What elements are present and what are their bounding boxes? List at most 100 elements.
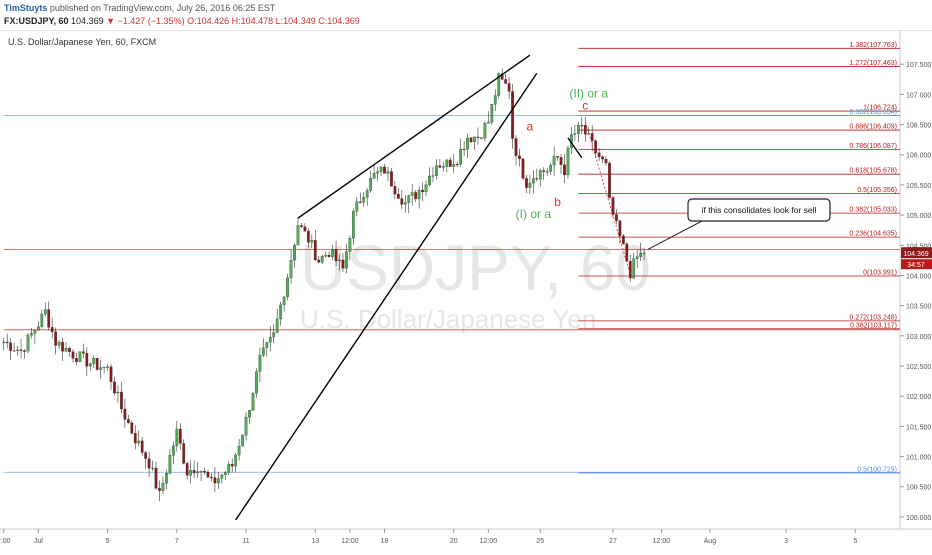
candle-body bbox=[23, 350, 26, 352]
candle-body bbox=[625, 243, 629, 262]
candle-body bbox=[137, 440, 141, 444]
candle-body bbox=[594, 140, 598, 153]
candle-body bbox=[133, 433, 137, 444]
candle-body bbox=[296, 225, 300, 246]
candle-body bbox=[185, 463, 189, 476]
date-tick-label: 20 bbox=[450, 538, 458, 545]
candle-body bbox=[54, 331, 58, 346]
candle-body bbox=[476, 136, 480, 138]
trend-line bbox=[235, 72, 538, 521]
candle-body bbox=[230, 463, 234, 467]
candle-body bbox=[99, 367, 103, 370]
current-price-tag bbox=[901, 247, 932, 259]
candle-body bbox=[628, 261, 632, 279]
wave-label: a bbox=[527, 120, 534, 134]
candle-body bbox=[417, 189, 421, 199]
candle-body bbox=[327, 254, 331, 257]
candle-body bbox=[189, 470, 193, 476]
candle-body bbox=[462, 148, 466, 151]
fib-level-label: 1(106.724) bbox=[863, 105, 897, 112]
candle-body bbox=[81, 351, 85, 354]
candle-body bbox=[126, 419, 130, 423]
candle-body bbox=[486, 122, 490, 124]
candle-body bbox=[379, 166, 383, 172]
candle-body bbox=[26, 334, 30, 352]
candle-body bbox=[140, 440, 144, 453]
candle-body bbox=[144, 452, 148, 459]
price-tick-label: 107.500 bbox=[906, 62, 931, 69]
candle-body bbox=[538, 170, 542, 180]
candle-body bbox=[421, 189, 424, 193]
publish-info: published on TradingView.com, July 26, 2… bbox=[49, 3, 276, 13]
candle-body bbox=[279, 304, 283, 320]
candle-body bbox=[78, 351, 82, 362]
candle-body bbox=[424, 184, 428, 193]
candle-body bbox=[33, 330, 37, 334]
candle-body bbox=[2, 341, 6, 343]
price-tick-label: 100.500 bbox=[906, 485, 931, 492]
candle-body bbox=[414, 192, 418, 199]
price-tick-label: 107.000 bbox=[906, 92, 931, 99]
candle-body bbox=[303, 226, 307, 232]
ohlc-line: FX:USDJPY, 60 104.369 ▼ −1.427 (−1.35%) … bbox=[4, 16, 360, 26]
price-chart[interactable]: USDJPY, 60U.S. Dollar/Japanese Yen 100.00… bbox=[0, 31, 932, 550]
candle-body bbox=[268, 336, 272, 343]
candle-body bbox=[182, 443, 186, 464]
trend-line bbox=[297, 54, 531, 219]
candle-body bbox=[310, 240, 314, 243]
candle-body bbox=[383, 166, 386, 174]
price-tick-label: 102.000 bbox=[906, 394, 931, 401]
candle-body bbox=[403, 202, 407, 205]
candle-body bbox=[611, 197, 615, 215]
candle-body bbox=[5, 341, 9, 344]
callout-text: if this consolidates look for sell bbox=[702, 205, 817, 215]
candle-body bbox=[158, 488, 161, 491]
fib-level-label: 0.236(104.635) bbox=[850, 231, 897, 238]
price-tick-label: 103.500 bbox=[906, 304, 931, 311]
price-tick-label: 104.000 bbox=[906, 273, 931, 280]
price-tick-label: 104.500 bbox=[906, 243, 931, 250]
candle-body bbox=[372, 173, 376, 179]
author-link[interactable]: TimStuyts bbox=[4, 3, 48, 13]
date-tick-label: 12:00 bbox=[653, 538, 671, 545]
candle-body bbox=[435, 165, 438, 176]
fib-level-label: 0.618(105.678) bbox=[850, 168, 897, 175]
candle-body bbox=[161, 482, 165, 491]
price-tick-label: 106.500 bbox=[906, 123, 931, 130]
candle-body bbox=[43, 309, 47, 315]
candle-body bbox=[549, 165, 553, 172]
candle-body bbox=[324, 254, 328, 257]
chart-area[interactable]: USDJPY, 60 U.S. Dollar/Japanese Yen 100.00… bbox=[0, 31, 932, 550]
candle-body bbox=[234, 454, 238, 467]
candle-body bbox=[261, 347, 265, 356]
candle-body bbox=[9, 342, 13, 351]
candle-body bbox=[64, 348, 68, 352]
candle-body bbox=[386, 171, 390, 174]
candle-body bbox=[441, 166, 445, 168]
date-tick-label: 7 bbox=[175, 538, 179, 545]
candle-body bbox=[220, 474, 224, 479]
candle-body bbox=[490, 104, 494, 123]
candle-body bbox=[552, 156, 556, 166]
candle-body bbox=[227, 463, 231, 473]
candle-body bbox=[116, 391, 120, 394]
candle-body bbox=[102, 367, 106, 369]
candle-body bbox=[469, 137, 473, 142]
candle-body bbox=[165, 472, 168, 484]
chart-title: U.S. Dollar/Japanese Yen, 60, FXCM bbox=[8, 37, 157, 47]
candle-body bbox=[459, 148, 463, 165]
candle-body bbox=[407, 195, 411, 203]
candle-body bbox=[559, 157, 563, 165]
fib-level-label: 0.382(103.117) bbox=[850, 322, 897, 329]
price-tick-label: 103.000 bbox=[906, 334, 931, 341]
candle-body bbox=[36, 326, 40, 331]
candle-body bbox=[241, 435, 244, 447]
candle-body bbox=[203, 471, 206, 473]
candle-body bbox=[566, 147, 570, 176]
candle-body bbox=[275, 318, 279, 333]
last-price: 104.369 bbox=[71, 16, 104, 26]
candle-body bbox=[244, 416, 248, 436]
candle-body bbox=[535, 178, 539, 180]
candle-body bbox=[213, 477, 217, 484]
fib-level-label: 0.786(106.087) bbox=[850, 143, 897, 150]
